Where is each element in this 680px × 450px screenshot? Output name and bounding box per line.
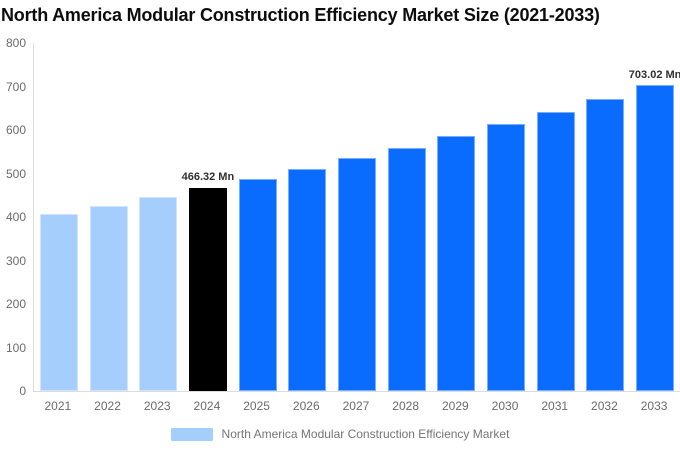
y-axis-tick-label: 700 xyxy=(5,79,26,94)
bar-slot xyxy=(432,43,482,391)
legend-label: North America Modular Construction Effic… xyxy=(221,427,510,441)
bar-2033: 703.02 Mn xyxy=(629,69,680,391)
bar-slot xyxy=(382,43,432,391)
y-axis-tick-label: 100 xyxy=(5,340,26,355)
bar-2031 xyxy=(536,112,575,391)
plot-area: 466.32 Mn 703.02 Mn xyxy=(33,43,680,392)
y-axis-tick-label: 800 xyxy=(5,36,26,50)
bar-2030 xyxy=(487,124,526,391)
bar-slot xyxy=(133,43,183,391)
x-axis-tick-label: 2032 xyxy=(591,399,618,413)
bar-slot xyxy=(282,43,332,391)
bar-2024: 466.32 Mn xyxy=(182,171,234,391)
x-axis-tick-label: 2024 xyxy=(193,399,221,413)
chart-title: North America Modular Construction Effic… xyxy=(1,5,600,25)
x-axis-tick-label: 2031 xyxy=(541,399,569,413)
legend-item[interactable]: North America Modular Construction Effic… xyxy=(0,427,680,441)
bar-2022 xyxy=(89,206,128,391)
y-axis-tick-label: 300 xyxy=(5,253,26,268)
bar-2021 xyxy=(39,214,78,391)
x-axis-tick-label: 2025 xyxy=(243,399,270,413)
bar-2026 xyxy=(288,169,327,391)
bar-slot xyxy=(531,43,581,391)
bar-slot xyxy=(581,43,631,391)
bar-slot xyxy=(481,43,531,391)
bar-slot xyxy=(332,43,382,391)
bar-slot: 466.32 Mn xyxy=(182,43,234,391)
data-label: 703.02 Mn xyxy=(628,69,680,81)
bar-2027 xyxy=(337,158,376,391)
x-axis-tick-label: 2022 xyxy=(94,399,121,413)
x-axis-tick-label: 2023 xyxy=(143,399,171,413)
bar-2025 xyxy=(238,179,277,391)
y-axis-tick-label: 400 xyxy=(5,210,26,224)
x-axis-tick-label: 2027 xyxy=(342,399,370,413)
x-axis-tick-label: 2026 xyxy=(292,399,320,413)
x-axis-tick-label: 2029 xyxy=(441,399,469,413)
x-axis-tick-label: 2021 xyxy=(44,399,72,413)
bar-2032 xyxy=(586,99,625,391)
bar-slot xyxy=(233,43,283,391)
data-label: 466.32 Mn xyxy=(181,171,235,183)
bar-slot: 703.02 Mn xyxy=(629,43,680,391)
y-axis-tick-label: 500 xyxy=(5,166,26,181)
x-axis-tick-label: 2028 xyxy=(392,399,419,413)
x-axis: 2021 2022 2023 2024 2025 2026 2027 2028 2029 2030… xyxy=(33,399,679,413)
x-axis-tick-label: 2030 xyxy=(491,399,519,413)
bar-slot xyxy=(34,43,84,391)
bar-2028 xyxy=(387,148,426,391)
y-axis-tick-label: 600 xyxy=(5,123,26,137)
bar-2029 xyxy=(437,136,476,391)
legend-swatch-icon xyxy=(170,427,213,441)
y-axis-tick-label: 0 xyxy=(19,384,26,398)
bar-2023 xyxy=(139,197,178,391)
bar-slot xyxy=(84,43,134,391)
y-axis-tick-label: 200 xyxy=(5,297,26,311)
x-axis-tick-label: 2033 xyxy=(640,399,668,413)
